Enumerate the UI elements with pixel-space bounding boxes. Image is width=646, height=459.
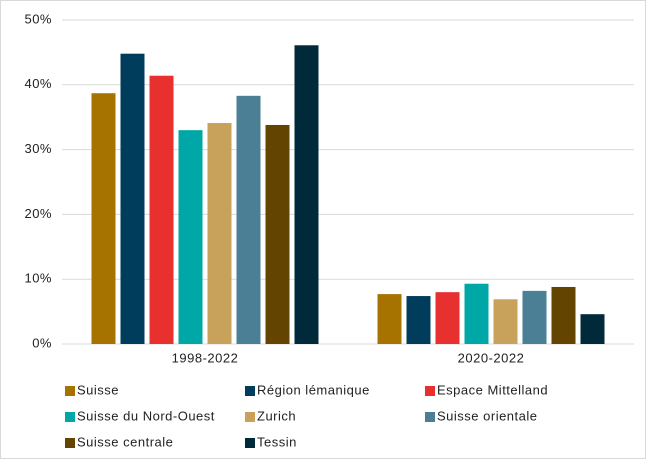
bar <box>435 292 460 344</box>
bar <box>265 124 290 344</box>
legend-label: Suisse centrale <box>77 434 173 449</box>
bar <box>580 314 605 344</box>
y-tick-label: 10% <box>24 271 52 286</box>
bar <box>377 294 402 344</box>
y-tick-label: 40% <box>24 76 52 91</box>
bar <box>294 45 319 344</box>
bar <box>551 286 576 344</box>
y-tick-label: 0% <box>32 335 52 350</box>
bar <box>149 75 174 344</box>
legend-label: Région lémanique <box>257 382 370 397</box>
legend-label: Suisse du Nord-Ouest <box>77 408 215 423</box>
legend-swatch <box>425 412 435 422</box>
legend-swatch <box>65 438 75 448</box>
bar <box>178 130 203 344</box>
legend-swatch <box>65 412 75 422</box>
x-tick-label: 1998-2022 <box>172 350 239 365</box>
bar <box>522 290 547 344</box>
legend-swatch <box>65 386 75 396</box>
legend-swatch <box>245 412 255 422</box>
bar <box>91 93 116 344</box>
legend-swatch <box>425 386 435 396</box>
y-tick-label: 30% <box>24 141 52 156</box>
legend-label: Zurich <box>257 408 296 423</box>
bar <box>406 296 431 344</box>
legend-label: Suisse orientale <box>437 408 538 423</box>
legend-label: Tessin <box>257 434 297 449</box>
x-tick-label: 2020-2022 <box>458 350 525 365</box>
legend-swatch <box>245 386 255 396</box>
y-tick-label: 20% <box>24 206 52 221</box>
bar <box>236 95 261 344</box>
bar <box>207 123 232 344</box>
bar <box>464 283 489 344</box>
bar <box>493 299 518 344</box>
bar <box>120 53 145 345</box>
legend-swatch <box>245 438 255 448</box>
y-tick-label: 50% <box>24 11 52 26</box>
legend-label: Suisse <box>77 382 119 397</box>
legend-label: Espace Mittelland <box>437 382 548 397</box>
